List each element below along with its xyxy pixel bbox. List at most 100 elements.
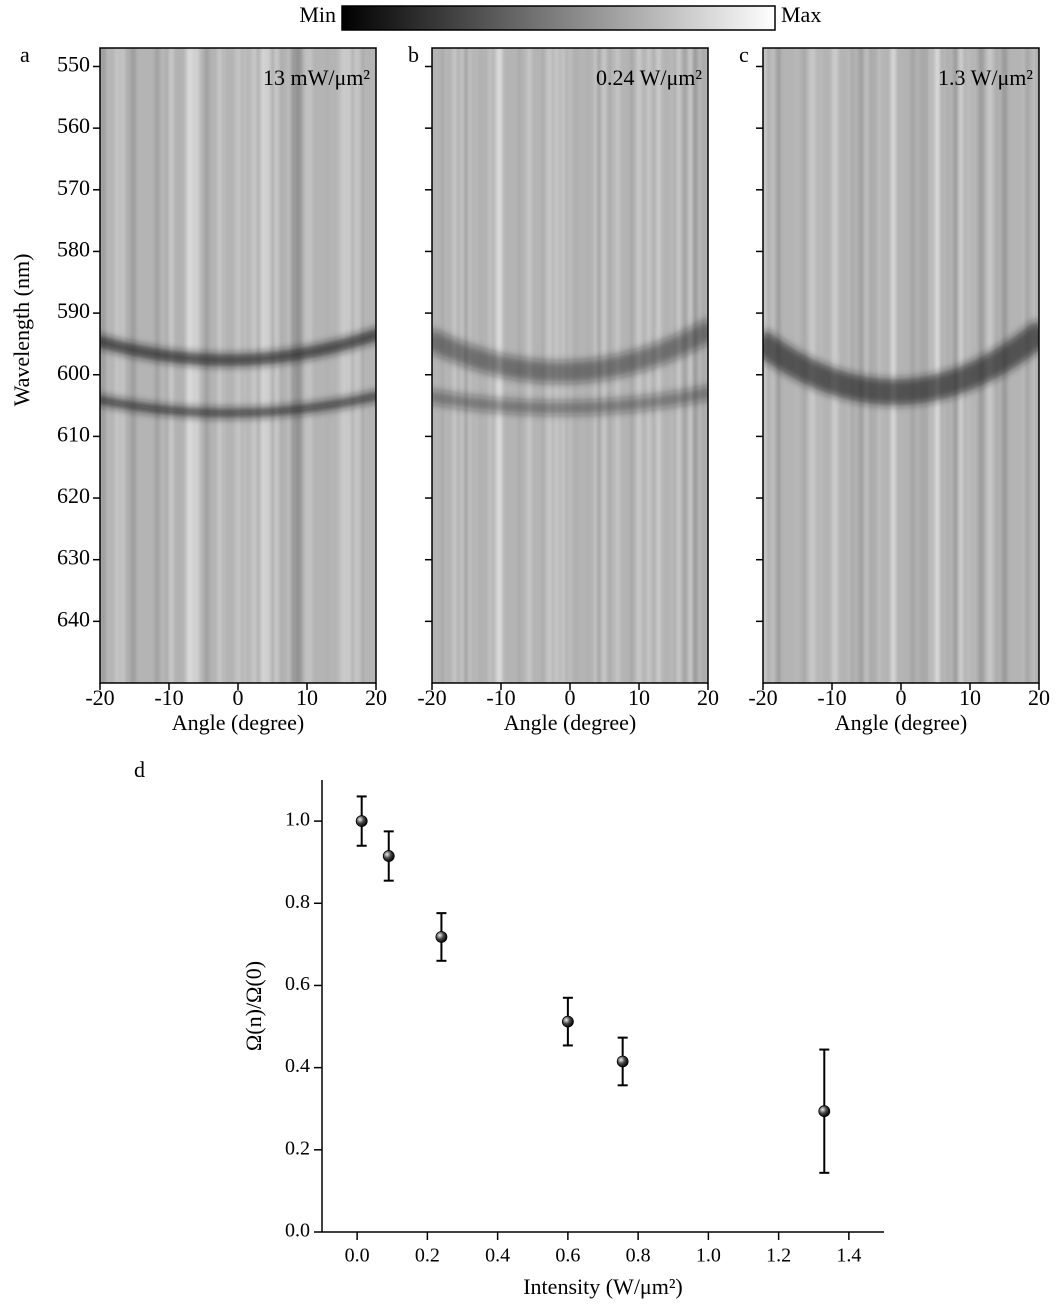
x-tick-label: -20: [417, 685, 446, 710]
x-axis-label: Angle (degree): [835, 710, 968, 735]
stripe: [297, 48, 301, 683]
stripe: [178, 48, 182, 683]
stripe: [847, 48, 852, 683]
x-tick-label: 10: [959, 685, 981, 710]
stripe: [954, 48, 959, 683]
stripe: [874, 48, 878, 683]
stripe: [363, 48, 369, 683]
heatmap-image: [100, 48, 376, 683]
panel-label: a: [20, 42, 30, 67]
stripe: [1037, 48, 1039, 683]
data-point: [616, 1055, 629, 1068]
stripe: [342, 48, 344, 683]
band: [100, 391, 376, 418]
y-tick-label: 630: [57, 545, 90, 570]
x-tick-label: 0.8: [626, 1245, 651, 1267]
stripe: [263, 48, 266, 683]
stripe: [191, 48, 195, 683]
stripe: [155, 48, 161, 683]
stripe: [858, 48, 862, 683]
stripe: [890, 48, 896, 683]
colorbar-min: Min: [299, 2, 336, 27]
y-tick-label: 640: [57, 606, 90, 631]
x-tick-label: -10: [486, 685, 515, 710]
y-tick-label: 590: [57, 298, 90, 323]
stripe: [359, 48, 363, 683]
x-tick-label: 10: [296, 685, 318, 710]
y-tick-label: 620: [57, 483, 90, 508]
stripe: [910, 48, 916, 683]
stripe: [687, 48, 692, 683]
stripe: [1021, 48, 1026, 683]
y-tick-label: 580: [57, 236, 90, 261]
stripe: [676, 48, 682, 683]
stripe: [259, 48, 265, 683]
y-axis-label: Wavelength (nm): [9, 254, 34, 407]
heatmap-bands: [100, 328, 376, 418]
heatmap-image: [432, 48, 708, 683]
stripe: [120, 48, 126, 683]
stripe: [114, 48, 120, 683]
stripe: [322, 48, 325, 683]
x-tick-label: -10: [817, 685, 846, 710]
stripe: [658, 48, 662, 683]
panel-label: b: [408, 42, 419, 67]
stripe: [352, 48, 359, 683]
stripe: [274, 48, 280, 683]
y-tick-label: 550: [57, 52, 90, 77]
stripe: [338, 48, 343, 683]
x-tick-label: 1.0: [696, 1245, 721, 1267]
y-axis-label: Ω(n)/Ω(0): [241, 961, 266, 1051]
band: [432, 318, 708, 384]
x-tick-label: 20: [365, 685, 387, 710]
band: [432, 385, 708, 416]
y-tick-label: 0.8: [285, 891, 310, 913]
stripe: [344, 48, 349, 683]
x-tick-label: 1.4: [836, 1245, 861, 1267]
stripe: [453, 48, 456, 683]
stripe: [940, 48, 944, 683]
stripe: [1032, 48, 1036, 683]
stripe: [957, 48, 964, 683]
x-tick-label: 0.6: [555, 1245, 580, 1267]
stripe: [882, 48, 884, 683]
stripe: [928, 48, 933, 683]
stripe: [249, 48, 255, 683]
stripe: [364, 48, 366, 683]
stripe: [308, 48, 312, 683]
x-axis-label: Angle (degree): [172, 710, 305, 735]
stripe: [942, 48, 946, 683]
stripe: [271, 48, 277, 683]
stripe: [300, 48, 304, 683]
y-tick-label: 610: [57, 421, 90, 446]
x-tick-label: 0: [896, 685, 907, 710]
x-tick-label: 0: [233, 685, 244, 710]
stripe: [289, 48, 296, 683]
stripe: [168, 48, 174, 683]
stripe: [864, 48, 869, 683]
data-point: [435, 931, 448, 943]
x-axis-label: Intensity (W/μm²): [523, 1274, 683, 1299]
stripe: [256, 48, 261, 683]
x-tick-label: 20: [1028, 685, 1050, 710]
stripe: [766, 48, 773, 683]
x-tick-label: 0.0: [345, 1245, 370, 1267]
stripe: [348, 48, 351, 683]
x-tick-label: 1.2: [766, 1245, 791, 1267]
stripe: [130, 48, 137, 683]
stripe: [100, 48, 105, 683]
stripe: [681, 48, 684, 683]
y-tick-label: 0.0: [285, 1220, 310, 1242]
stripe: [706, 48, 708, 683]
stripe: [868, 48, 873, 683]
heatmap-bands: [763, 320, 1039, 406]
x-tick-label: 0.4: [485, 1245, 510, 1267]
heatmap-image: [763, 48, 1039, 683]
data-point: [818, 1105, 831, 1118]
stripe: [918, 48, 922, 683]
colorbar-max: Max: [781, 2, 821, 27]
stripe: [186, 48, 192, 683]
x-tick-label: -20: [748, 685, 777, 710]
stripe: [833, 48, 838, 683]
stripe: [361, 48, 365, 683]
